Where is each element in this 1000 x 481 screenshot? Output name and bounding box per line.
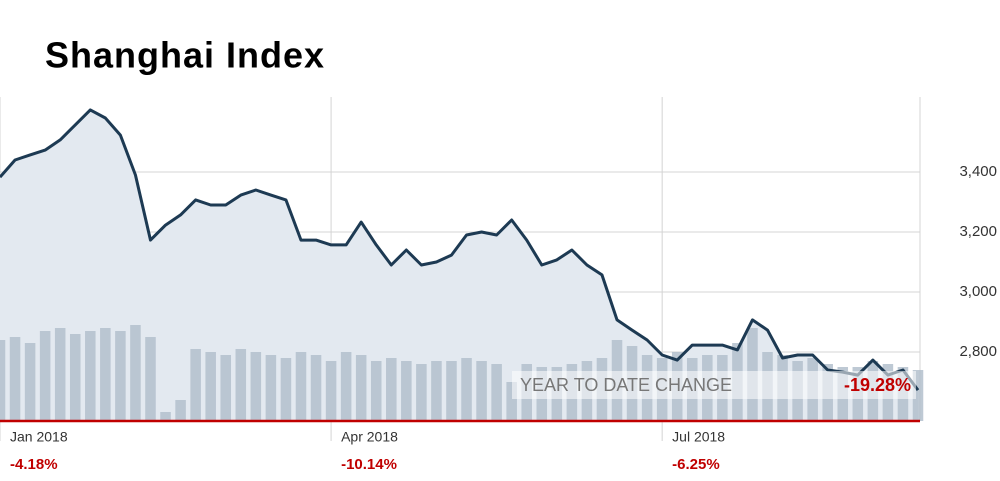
x-tick-label: Jan 2018	[10, 429, 68, 445]
volume-bar	[325, 361, 337, 421]
quarter-change: -4.18%	[10, 456, 58, 473]
volume-bar	[130, 325, 141, 421]
volume-bar	[145, 337, 156, 421]
chart-title: Shanghai Index	[45, 35, 325, 76]
volume-bar	[506, 382, 517, 421]
volume-bar	[160, 412, 171, 421]
volume-bar	[190, 349, 201, 421]
quarter-change: -10.14%	[341, 456, 397, 473]
volume-bar	[115, 331, 126, 421]
volume-bar	[39, 331, 51, 421]
volume-bar	[54, 328, 66, 421]
x-tick-label: Jul 2018	[672, 429, 725, 445]
volume-bar	[340, 352, 352, 421]
volume-bar	[9, 337, 21, 421]
y-tick-label: 3,000	[959, 283, 997, 300]
volume-bar	[85, 331, 96, 421]
volume-bar	[355, 355, 367, 421]
volume-bar	[205, 352, 216, 421]
volume-bar	[295, 352, 307, 421]
volume-bar	[220, 355, 232, 421]
volume-bar	[446, 361, 457, 421]
y-tick-label: 3,200	[959, 223, 997, 240]
volume-bar	[912, 370, 924, 421]
x-tick-label: Apr 2018	[341, 429, 398, 445]
y-tick-label: 2,800	[959, 343, 997, 360]
volume-bar	[100, 328, 111, 421]
volume-bar	[431, 361, 442, 421]
volume-bar	[250, 352, 262, 421]
volume-bar	[401, 361, 412, 421]
volume-bar	[491, 364, 502, 421]
volume-bar	[69, 334, 81, 421]
volume-bar	[265, 355, 277, 421]
ytd-box	[512, 371, 916, 399]
volume-bar	[0, 340, 6, 421]
price-line	[0, 108, 920, 391]
volume-bar	[175, 400, 186, 421]
volume-bar	[310, 355, 322, 421]
ytd-label: YEAR TO DATE CHANGE	[520, 375, 732, 395]
ytd-value: -19.28%	[844, 375, 911, 395]
volume-bar	[280, 358, 292, 421]
volume-bar	[476, 361, 487, 421]
volume-bar	[416, 364, 427, 421]
volume-bar	[370, 361, 382, 421]
volume-bar	[386, 358, 397, 421]
volume-bar	[24, 343, 36, 421]
y-tick-label: 3,400	[959, 163, 997, 180]
volume-bar	[235, 349, 247, 421]
quarter-change: -6.25%	[672, 456, 720, 473]
volume-bar	[461, 358, 472, 421]
line-area	[0, 109, 918, 422]
